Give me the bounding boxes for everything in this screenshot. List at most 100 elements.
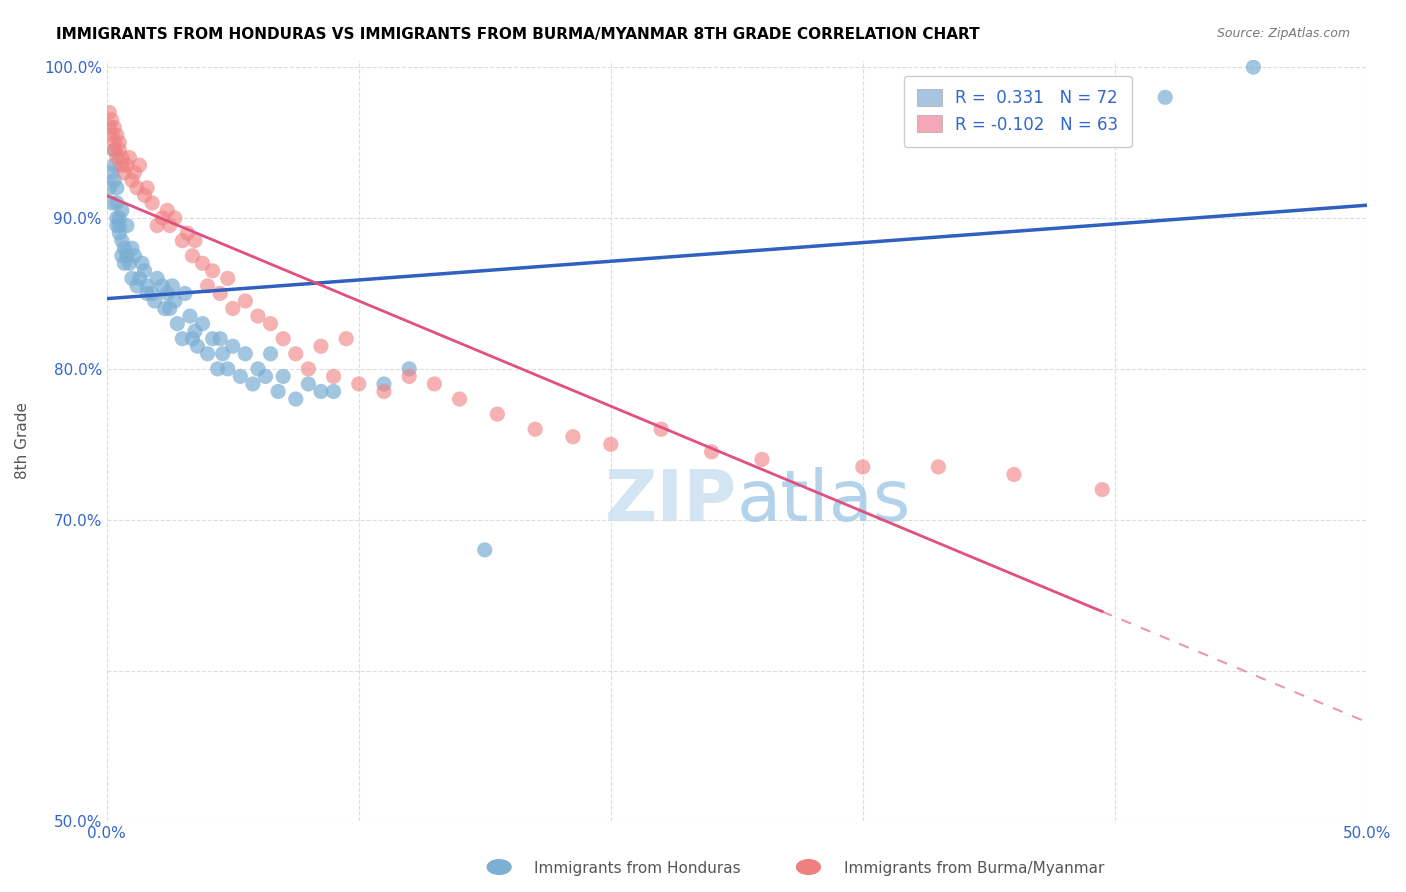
- Point: [118, 256, 141, 270]
- Point: [267, 384, 290, 399]
- Point: [103, 173, 125, 187]
- Point: [650, 422, 672, 436]
- Point: [134, 264, 156, 278]
- Text: ZIP: ZIP: [605, 467, 737, 536]
- Point: [111, 151, 134, 165]
- Point: [222, 301, 245, 316]
- Point: [172, 332, 194, 346]
- Point: [486, 407, 509, 421]
- Point: [449, 392, 471, 406]
- Point: [128, 271, 150, 285]
- Point: [181, 249, 204, 263]
- Point: [103, 143, 125, 157]
- Point: [176, 226, 198, 240]
- Point: [197, 347, 219, 361]
- Point: [309, 339, 332, 353]
- Point: [101, 166, 124, 180]
- Point: [217, 362, 239, 376]
- Point: [101, 112, 124, 127]
- Point: [242, 376, 264, 391]
- Text: Immigrants from Honduras: Immigrants from Honduras: [534, 861, 741, 876]
- Point: [159, 219, 181, 233]
- Point: [162, 279, 184, 293]
- Point: [108, 136, 131, 150]
- Point: [927, 459, 949, 474]
- Point: [163, 211, 186, 225]
- Point: [222, 339, 245, 353]
- Point: [179, 309, 201, 323]
- Point: [115, 219, 138, 233]
- Point: [191, 317, 214, 331]
- Point: [209, 332, 232, 346]
- Point: [562, 430, 585, 444]
- Point: [297, 362, 319, 376]
- Point: [156, 286, 179, 301]
- Point: [150, 279, 173, 293]
- Point: [141, 286, 163, 301]
- Point: [108, 211, 131, 225]
- Point: [398, 369, 420, 384]
- Point: [423, 376, 446, 391]
- Point: [852, 459, 875, 474]
- Point: [184, 324, 207, 338]
- Point: [474, 542, 496, 557]
- Point: [111, 158, 134, 172]
- Point: [118, 151, 141, 165]
- Point: [124, 249, 146, 263]
- Point: [347, 376, 370, 391]
- Point: [1053, 105, 1076, 120]
- Point: [141, 195, 163, 210]
- Point: [322, 369, 344, 384]
- Point: [115, 158, 138, 172]
- Point: [229, 369, 252, 384]
- Point: [112, 256, 135, 270]
- Point: [211, 347, 233, 361]
- Point: [373, 384, 395, 399]
- Point: [235, 293, 257, 308]
- Text: atlas: atlas: [737, 467, 911, 536]
- Point: [184, 234, 207, 248]
- Point: [1091, 483, 1114, 497]
- Point: [112, 166, 135, 180]
- Point: [284, 347, 307, 361]
- Point: [173, 286, 195, 301]
- Point: [254, 369, 277, 384]
- Point: [201, 332, 224, 346]
- Point: [124, 166, 146, 180]
- Point: [125, 279, 148, 293]
- Point: [297, 376, 319, 391]
- Point: [143, 293, 166, 308]
- Point: [284, 392, 307, 406]
- Point: [1154, 90, 1177, 104]
- Point: [246, 362, 269, 376]
- Point: [112, 241, 135, 255]
- Point: [259, 347, 281, 361]
- Point: [108, 226, 131, 240]
- Point: [186, 339, 208, 353]
- Point: [398, 362, 420, 376]
- Point: [271, 332, 294, 346]
- Point: [111, 203, 134, 218]
- Point: [128, 158, 150, 172]
- Point: [101, 128, 124, 142]
- Text: Source: ZipAtlas.com: Source: ZipAtlas.com: [1216, 27, 1350, 40]
- Point: [105, 151, 128, 165]
- Legend: R =  0.331   N = 72, R = -0.102   N = 63: R = 0.331 N = 72, R = -0.102 N = 63: [904, 76, 1132, 147]
- Point: [121, 271, 143, 285]
- Point: [166, 317, 188, 331]
- Point: [150, 211, 173, 225]
- Point: [108, 219, 131, 233]
- Point: [98, 181, 121, 195]
- Point: [121, 241, 143, 255]
- Point: [146, 271, 169, 285]
- Point: [201, 264, 224, 278]
- Point: [103, 136, 125, 150]
- Point: [146, 219, 169, 233]
- Point: [163, 293, 186, 308]
- Point: [103, 143, 125, 157]
- Point: [700, 445, 723, 459]
- Point: [235, 347, 257, 361]
- Point: [105, 181, 128, 195]
- Point: [172, 234, 194, 248]
- Point: [524, 422, 547, 436]
